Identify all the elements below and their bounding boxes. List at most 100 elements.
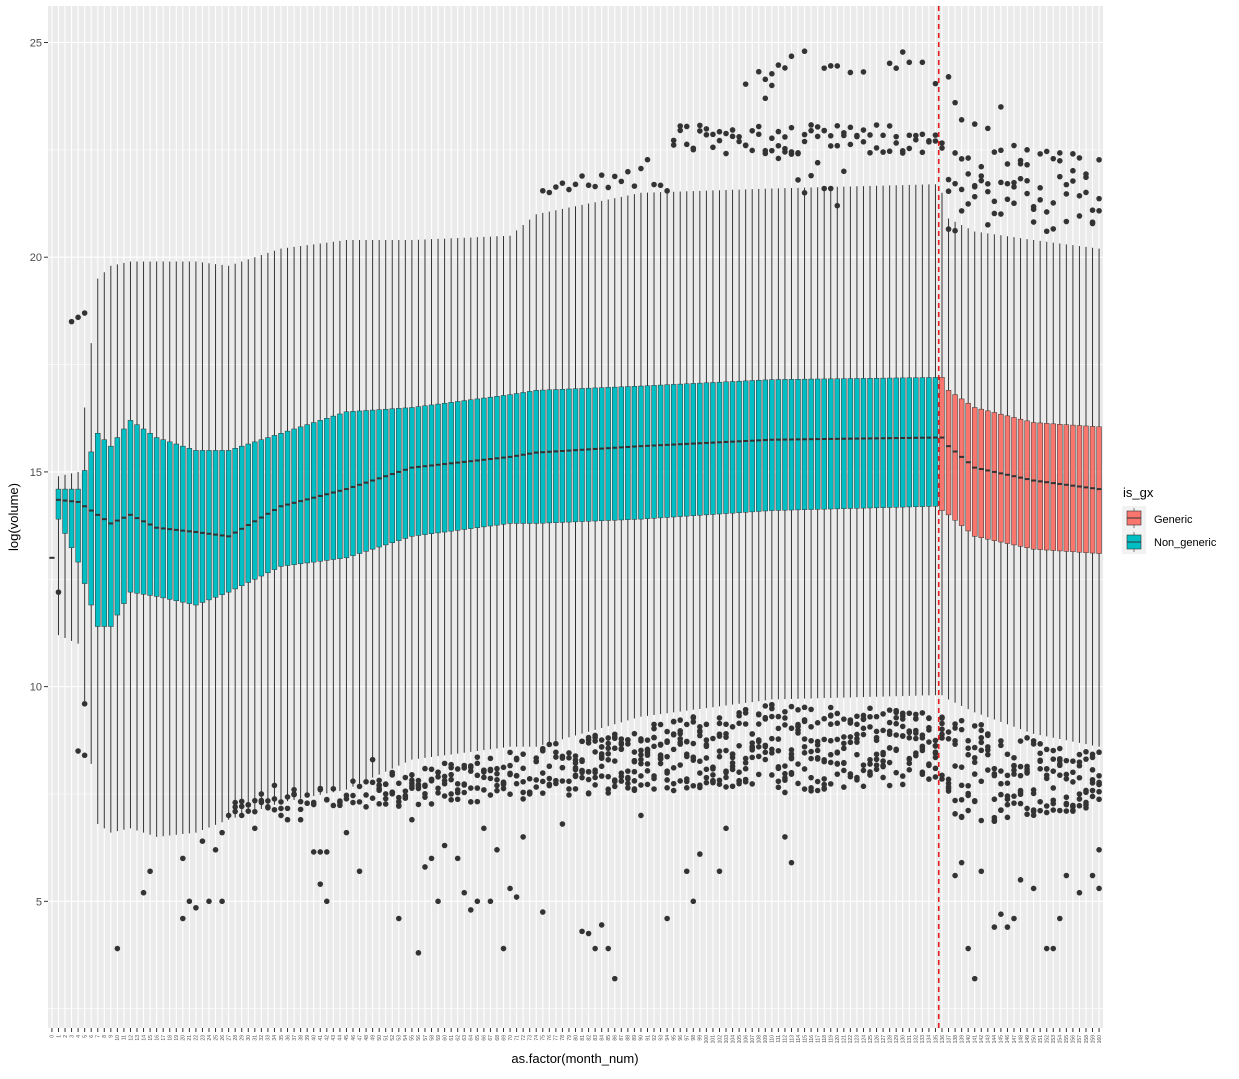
outlier-point	[782, 770, 788, 777]
outlier-point	[461, 889, 468, 896]
outlier-point	[487, 775, 494, 782]
outlier-point	[932, 774, 939, 780]
outlier-point	[834, 750, 841, 756]
outlier-point	[566, 755, 572, 761]
outlier-point	[703, 126, 710, 132]
outlier-point	[821, 185, 827, 192]
outlier-point	[710, 764, 716, 770]
outlier-point	[618, 770, 625, 776]
outlier-point	[926, 727, 932, 733]
outlier-point	[880, 149, 886, 155]
outlier-point	[481, 825, 487, 832]
box	[396, 408, 402, 541]
outlier-point	[644, 156, 651, 163]
outlier-point	[454, 855, 461, 862]
x-tick-label: 16	[154, 1035, 160, 1041]
outlier-point	[880, 711, 886, 717]
outlier-point	[1096, 885, 1102, 892]
outlier-point	[638, 773, 644, 779]
outlier-point	[860, 139, 867, 145]
outlier-point	[238, 798, 245, 805]
outlier-point	[749, 754, 756, 761]
x-tick-label: 122	[848, 1035, 854, 1044]
outlier-point	[395, 798, 402, 805]
box	[494, 396, 500, 526]
outlier-point	[788, 124, 795, 131]
x-tick-label: 28	[233, 1035, 239, 1041]
outlier-point	[147, 868, 153, 875]
outlier-point	[1083, 749, 1089, 755]
x-tick-label: 65	[475, 1035, 481, 1041]
outlier-point	[998, 768, 1004, 774]
x-tick-label: 2	[63, 1035, 69, 1038]
outlier-point	[769, 746, 775, 753]
outlier-point	[932, 754, 939, 761]
x-tick-label: 57	[423, 1035, 429, 1041]
outlier-point	[827, 781, 834, 787]
outlier-point	[841, 767, 847, 774]
outlier-point	[369, 795, 376, 801]
outlier-point	[566, 778, 572, 785]
outlier-point	[985, 751, 991, 758]
outlier-point	[428, 766, 435, 773]
box	[245, 443, 251, 583]
x-tick-label: 37	[292, 1035, 298, 1041]
x-tick-label: 21	[187, 1035, 193, 1041]
outlier-point	[507, 791, 513, 798]
outlier-point	[1089, 780, 1096, 786]
outlier-point	[932, 132, 939, 138]
outlier-point	[814, 787, 821, 794]
outlier-point	[1070, 151, 1076, 157]
x-tick-label: 59	[436, 1035, 442, 1041]
outlier-point	[749, 147, 756, 154]
x-tick-label: 24	[207, 1035, 213, 1041]
x-tick-label: 84	[599, 1035, 605, 1041]
box	[644, 385, 651, 519]
outlier-point	[683, 123, 690, 130]
box	[127, 420, 134, 593]
outlier-point	[952, 227, 958, 234]
outlier-point	[644, 781, 651, 788]
outlier-point	[284, 816, 291, 823]
box	[428, 404, 435, 534]
box	[62, 488, 68, 534]
box	[441, 402, 448, 533]
outlier-point	[952, 763, 958, 769]
outlier-point	[683, 776, 690, 782]
x-tick-label: 20	[181, 1035, 187, 1041]
x-tick-label: 154	[1058, 1035, 1064, 1044]
outlier-point	[422, 765, 428, 772]
box	[572, 388, 579, 523]
box	[801, 378, 808, 510]
outlier-point	[395, 794, 402, 801]
outlier-point	[782, 708, 788, 715]
outlier-point	[546, 189, 553, 196]
x-tick-label: 5	[82, 1035, 88, 1038]
outlier-point	[415, 777, 422, 784]
outlier-point	[893, 140, 899, 146]
outlier-point	[886, 123, 893, 129]
outlier-point	[795, 761, 801, 767]
outlier-point	[893, 714, 899, 721]
outlier-point	[742, 81, 749, 87]
outlier-point	[265, 798, 271, 804]
x-tick-label: 105	[737, 1035, 743, 1044]
x-tick-label: 108	[757, 1035, 763, 1044]
outlier-point	[435, 790, 441, 796]
outlier-point	[899, 723, 906, 730]
outlier-point	[395, 803, 402, 809]
outlier-point	[945, 729, 952, 735]
box	[886, 377, 893, 508]
outlier-point	[762, 76, 769, 83]
outlier-point	[1011, 200, 1017, 207]
outlier-point	[1011, 184, 1017, 190]
outlier-point	[769, 70, 775, 77]
outlier-point	[788, 703, 795, 710]
outlier-point	[1043, 945, 1050, 952]
box	[343, 411, 350, 559]
outlier-point	[598, 922, 605, 928]
outlier-point	[1057, 157, 1063, 164]
outlier-point	[991, 210, 998, 217]
outlier-point	[978, 739, 985, 746]
outlier-point	[415, 783, 422, 790]
